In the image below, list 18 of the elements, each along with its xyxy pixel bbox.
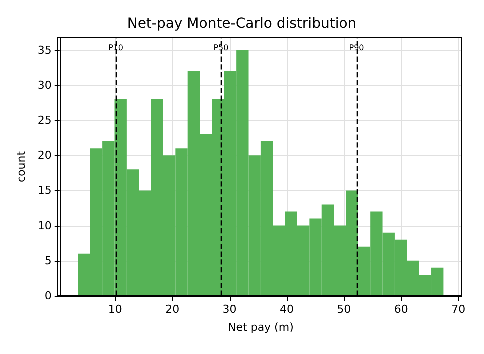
- y-tick-label: 25: [38, 114, 52, 127]
- x-tick-label: 30: [222, 303, 237, 316]
- y-tick-label: 30: [38, 78, 52, 92]
- y-tick-label: 5: [44, 254, 52, 268]
- y-axis-title: count: [15, 150, 28, 183]
- y-tick-label: 35: [38, 44, 52, 57]
- x-tick-label: 70: [452, 303, 466, 316]
- x-tick-label: 60: [394, 303, 408, 316]
- y-tick-label: 10: [38, 219, 52, 232]
- x-tick-label: 50: [337, 303, 352, 316]
- chart-title: Net-pay Monte-Carlo distribution: [127, 16, 357, 32]
- y-tick-label: 15: [38, 184, 52, 198]
- x-tick-label: 10: [108, 303, 122, 316]
- y-tick-label: 20: [38, 149, 52, 162]
- x-axis-title: Net pay (m): [228, 321, 294, 334]
- x-tick-label: 40: [280, 303, 294, 316]
- y-tick-label: 0: [44, 290, 52, 302]
- x-tick-label: 20: [166, 303, 180, 316]
